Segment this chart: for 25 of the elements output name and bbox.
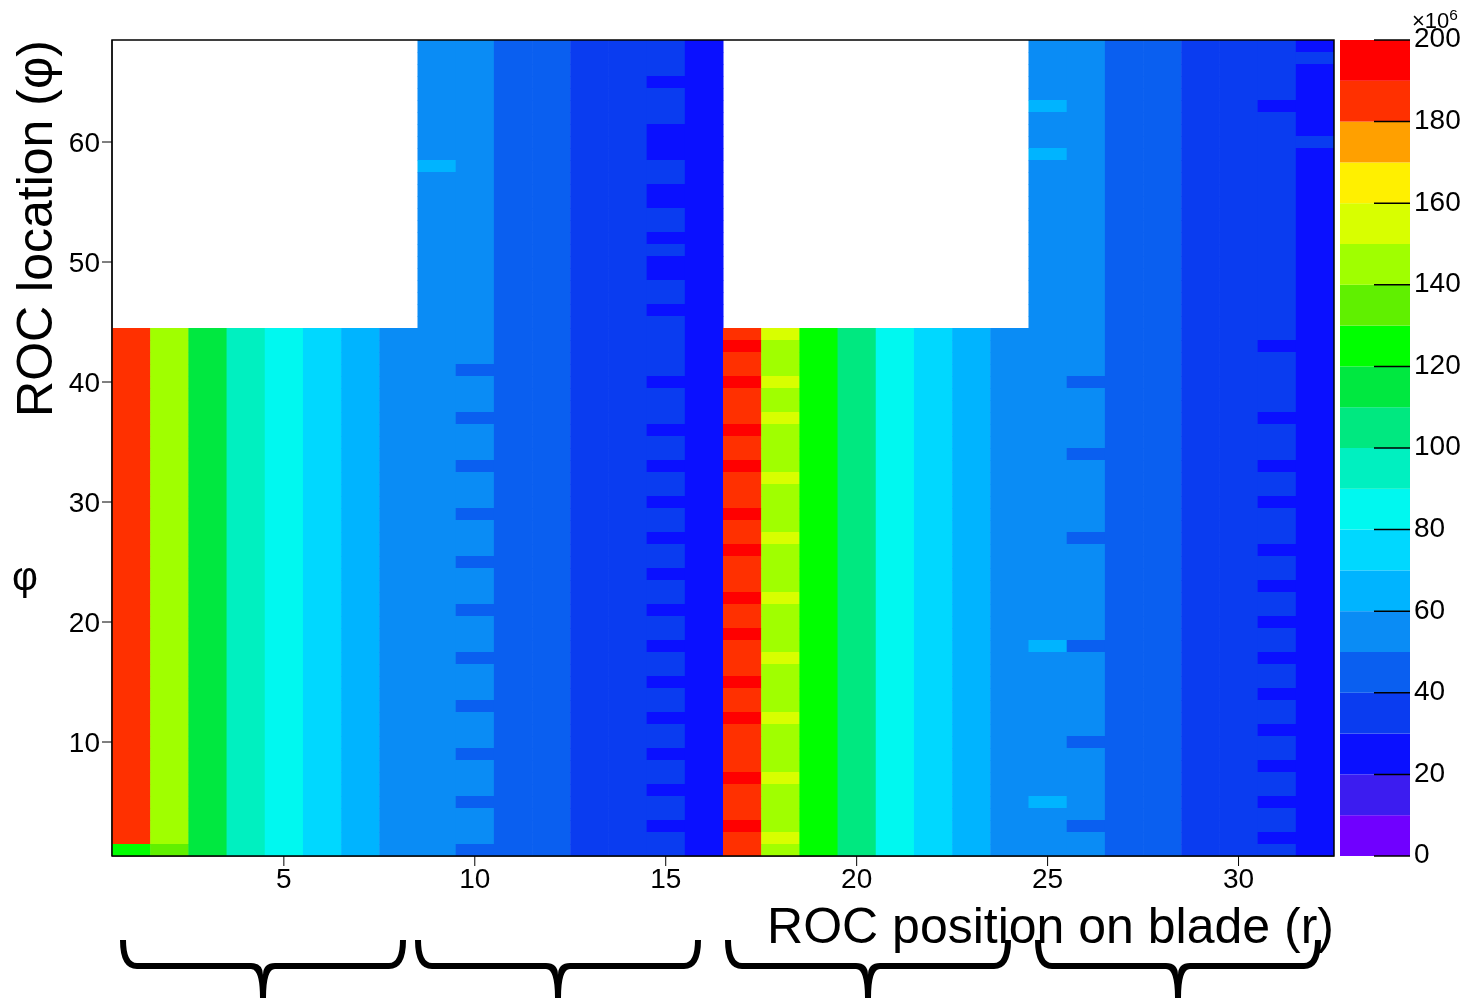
x-tick-label: 25 bbox=[1032, 862, 1064, 894]
y-tick-label: 30 bbox=[68, 486, 100, 518]
y-tick-label: 50 bbox=[68, 246, 100, 278]
x-tick-label: 10 bbox=[459, 862, 491, 894]
color-bar-label: 100 bbox=[1414, 430, 1461, 462]
x-tick-label: 20 bbox=[841, 862, 873, 894]
color-bar-label: 0 bbox=[1414, 838, 1430, 870]
y-tick-label: 40 bbox=[68, 366, 100, 398]
y-tick-label: 10 bbox=[68, 726, 100, 758]
color-bar-label: 20 bbox=[1414, 756, 1446, 788]
y-tick-label: 60 bbox=[68, 126, 100, 158]
color-bar-label: 120 bbox=[1414, 348, 1461, 380]
color-bar-label: 140 bbox=[1414, 267, 1461, 299]
text: φ bbox=[12, 554, 38, 598]
color-bar-label: 80 bbox=[1414, 511, 1446, 543]
color-bar-label: 40 bbox=[1414, 675, 1446, 707]
x-axis-title: ROC position on blade (r) bbox=[767, 898, 1334, 954]
y-tick-label: 20 bbox=[68, 606, 100, 638]
x-tick-label: 5 bbox=[276, 862, 292, 894]
color-bar-label: 60 bbox=[1414, 593, 1446, 625]
color-bar-label: 160 bbox=[1414, 185, 1461, 217]
y-axis-title: ROC location (φ) bbox=[7, 40, 63, 417]
x-tick-label: 30 bbox=[1222, 862, 1255, 894]
x-tick-label: 15 bbox=[650, 862, 682, 894]
color-bar-label: 180 bbox=[1414, 103, 1461, 135]
